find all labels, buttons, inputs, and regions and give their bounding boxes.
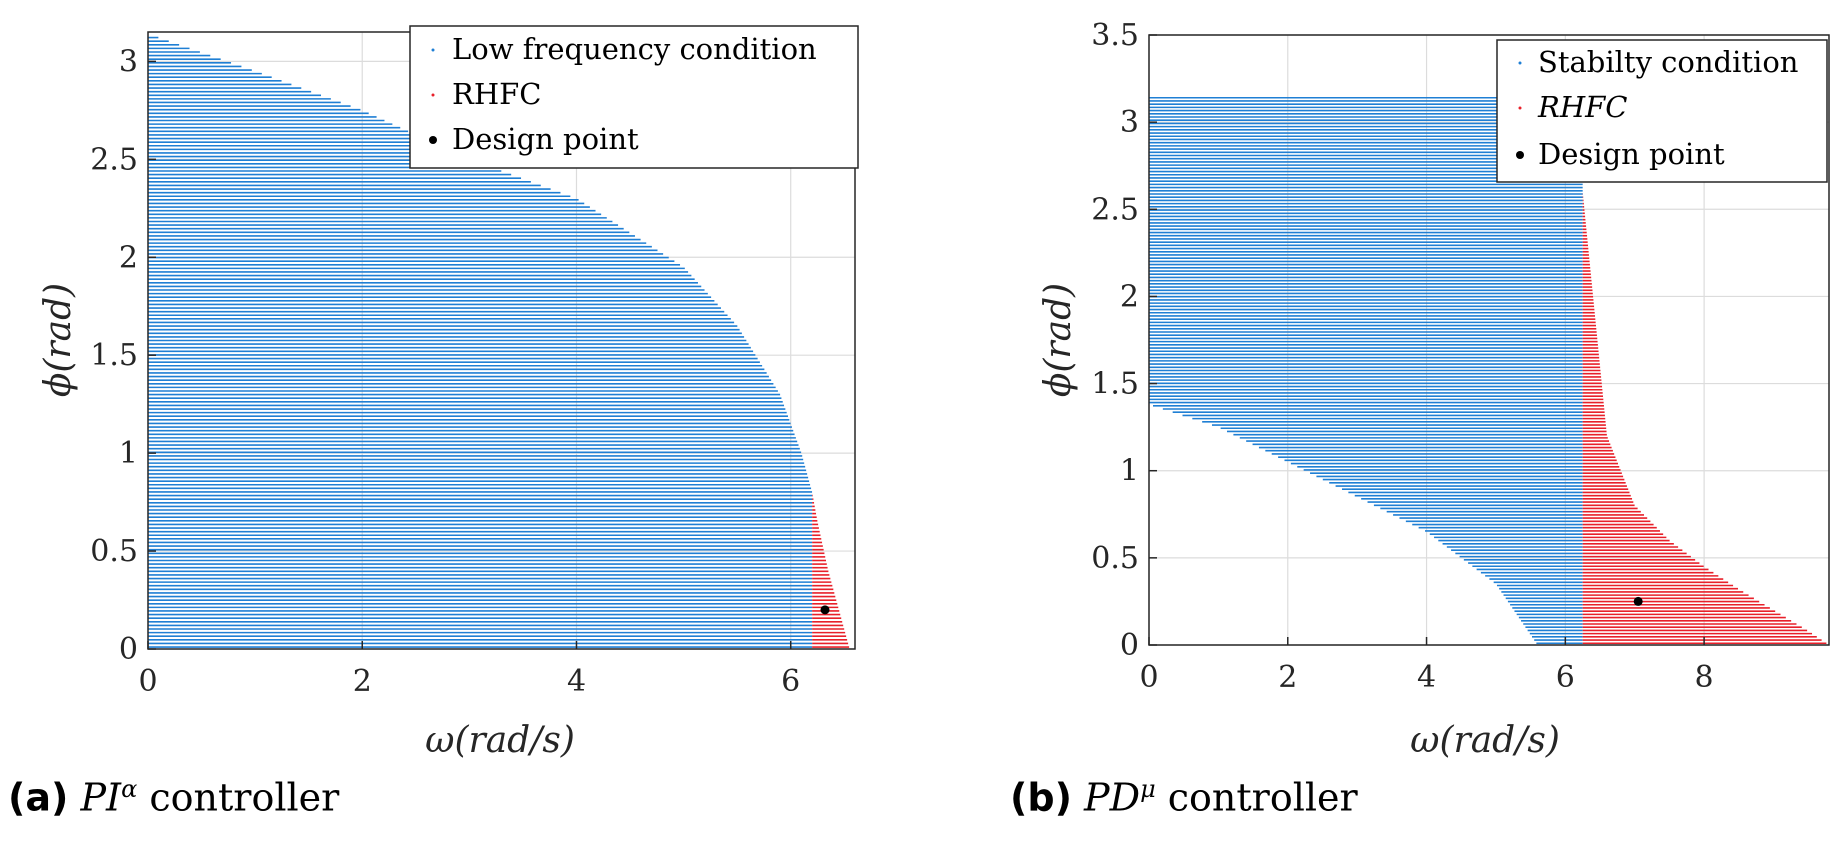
y-tick-label-b-3: 1.5: [1091, 367, 1139, 402]
x-tick-label-b-4: 8: [1695, 660, 1714, 695]
y-tick-label-a-2: 1: [119, 436, 138, 471]
y-tick-label-a-0: 0: [119, 632, 138, 667]
x-tick-label-b-0: 0: [1139, 660, 1158, 695]
panel-b: 0 2 4 6 8 0 0.5 1 1.5 2 2.5 3 3.5 ω(rad/s) ϕ(rad) St…: [1038, 18, 1830, 761]
legend-a: Low frequency condition RHFC Design poin…: [409, 25, 859, 169]
y-axis-label-a: ϕ(rad): [38, 283, 79, 397]
ticks-b: 0 2 4 6 8 0 0.5 1 1.5 2 2.5 3 3.5: [1091, 18, 1713, 695]
y-tick-label-a-4: 2: [119, 240, 138, 275]
legend-marker-design-a: [429, 136, 437, 144]
caption-b-math: PD: [1084, 775, 1141, 820]
x-axis-label-a: ω(rad/s): [425, 720, 575, 761]
x-tick-label-a-3: 6: [781, 664, 800, 699]
y-tick-label-a-6: 3: [119, 44, 138, 79]
y-tick-label-b-2: 1: [1120, 454, 1139, 489]
axes-box-b: [1148, 34, 1830, 646]
y-tick-label-a-5: 2.5: [90, 142, 138, 177]
x-axis-label-b: ω(rad/s): [1410, 720, 1560, 761]
legend-marker-stability: [1518, 61, 1522, 65]
y-tick-label-a-1: 0.5: [90, 534, 138, 569]
data-fill-a: [148, 36, 850, 648]
y-tick-label-b-6: 3: [1120, 105, 1139, 140]
y-axis-label-b: ϕ(rad): [1038, 283, 1079, 397]
x-tick-label-a-1: 2: [353, 664, 372, 699]
design-point-a: [820, 605, 830, 615]
caption-b-label: (b): [1010, 775, 1072, 820]
legend-marker-low-freq: [431, 48, 435, 52]
caption-a: (a) PIα controller: [8, 775, 339, 820]
caption-b: (b) PDμ controller: [1010, 775, 1358, 820]
y-tick-label-a-3: 1.5: [90, 338, 138, 373]
legend-label-rhfc-b: RHFC: [1537, 90, 1627, 124]
legend-label-rhfc-a: RHFC: [452, 77, 541, 111]
ticks-a: 0 2 4 6 0 0.5 1 1.5 2 2.5 3: [90, 44, 800, 699]
legend-label-low-freq: Low frequency condition: [452, 32, 817, 66]
legend-marker-rhfc-a: [431, 93, 435, 97]
caption-a-label: (a): [8, 775, 69, 820]
x-tick-label-a-0: 0: [138, 664, 157, 699]
legend-label-design-b: Design point: [1538, 137, 1725, 171]
y-tick-label-b-7: 3.5: [1091, 18, 1139, 53]
y-tick-label-b-4: 2: [1120, 279, 1139, 314]
y-tick-label-b-5: 2.5: [1091, 192, 1139, 227]
y-tick-label-b-1: 0.5: [1091, 541, 1139, 576]
caption-b-text: controller: [1155, 775, 1358, 820]
caption-a-math: PI: [80, 775, 122, 820]
legend-marker-design-b: [1516, 151, 1524, 159]
legend-label-stability: Stabilty condition: [1538, 45, 1798, 79]
legend-b: Stabilty condition RHFC Design point: [1496, 39, 1828, 183]
legend-marker-rhfc-b: [1518, 106, 1522, 110]
legend-box-a: [409, 25, 859, 169]
x-tick-label-b-3: 6: [1556, 660, 1575, 695]
x-tick-label-a-2: 4: [567, 664, 586, 699]
caption-b-sup: μ: [1140, 775, 1156, 803]
caption-a-text: controller: [137, 775, 340, 820]
legend-label-design-a: Design point: [452, 122, 639, 156]
x-tick-label-b-2: 4: [1417, 660, 1436, 695]
y-tick-label-b-0: 0: [1120, 628, 1139, 663]
legend-box-b: [1496, 39, 1828, 183]
caption-a-sup: α: [121, 775, 138, 803]
design-point-b: [1633, 596, 1643, 606]
x-tick-label-b-1: 2: [1278, 660, 1297, 695]
panel-a: 0 2 4 6 0 0.5 1 1.5 2 2.5 3 ω(rad/s) ϕ(rad) Low fr…: [38, 25, 859, 761]
